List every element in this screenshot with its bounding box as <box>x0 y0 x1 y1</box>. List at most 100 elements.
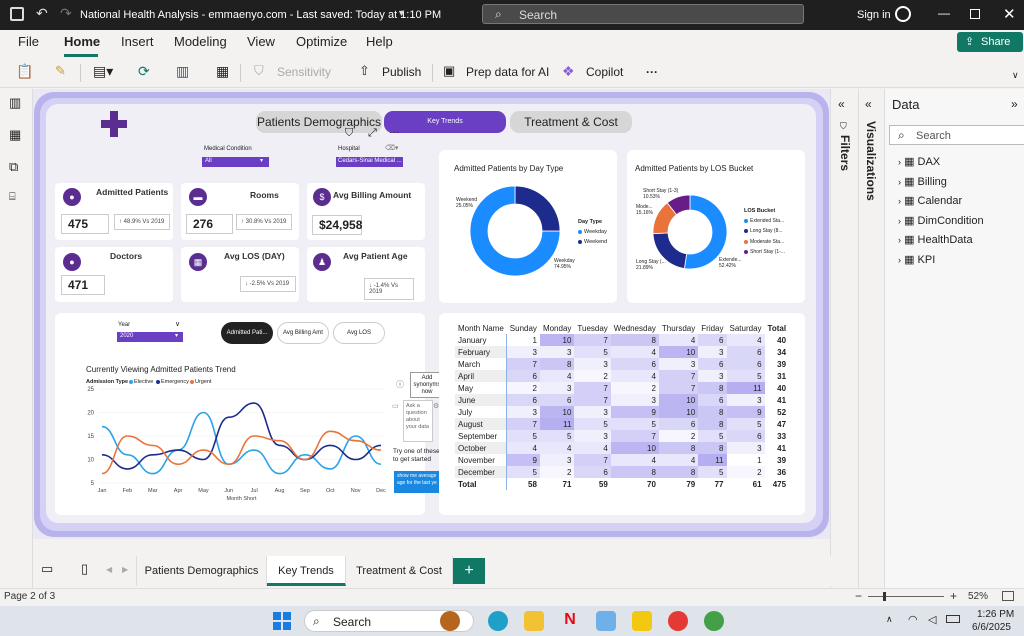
menu-help[interactable]: Help <box>366 34 393 49</box>
page-tab-treatment-cost[interactable]: Treatment & Cost <box>346 556 453 586</box>
publish-button[interactable]: Publish <box>382 65 422 79</box>
report-view-icon[interactable]: ▥ <box>9 95 22 110</box>
admitted-patients-button[interactable]: Admitted Pati... <box>221 322 273 344</box>
chrome-profile-icon[interactable] <box>704 611 724 631</box>
collapse-ribbon-icon[interactable]: ∨ <box>1012 70 1019 80</box>
data-table-item[interactable]: › ▦ DAX <box>898 155 940 168</box>
menu-view[interactable]: View <box>247 34 275 49</box>
prev-page-icon[interactable]: ◀ <box>106 565 113 574</box>
qa-question-input[interactable]: Ask a question about your data <box>403 400 433 442</box>
sensitivity-button[interactable]: Sensitivity <box>277 65 332 79</box>
avg-billing-button[interactable]: Avg Billing Amt <box>277 322 329 344</box>
file-explorer-icon[interactable] <box>524 611 544 631</box>
edge-icon[interactable] <box>488 611 508 631</box>
chevron-down-icon[interactable]: ∨ <box>175 321 181 328</box>
tab-patients-demographics[interactable]: Patients Demographics <box>256 111 382 133</box>
minimize-icon[interactable]: — <box>938 6 950 20</box>
netflix-icon[interactable]: N <box>564 611 576 628</box>
collapse-left-icon[interactable]: « <box>838 97 845 111</box>
taskbar-search[interactable]: ⌕ Search <box>304 610 474 632</box>
menu-file[interactable]: File <box>18 34 39 49</box>
zoom-level[interactable]: 52% <box>968 591 989 602</box>
zoom-slider-track[interactable] <box>868 596 944 597</box>
avatar-icon[interactable] <box>895 6 911 22</box>
data-table-item[interactable]: › ▦ HealthData <box>898 233 973 246</box>
data-table-item[interactable]: › ▦ DimCondition <box>898 214 984 227</box>
data-table-item[interactable]: › ▦ Calendar <box>898 194 962 207</box>
chrome-icon[interactable] <box>668 611 688 631</box>
paste-icon[interactable]: 📋 <box>16 63 34 79</box>
matrix-header[interactable]: Friday <box>701 323 724 333</box>
more-options-icon[interactable]: ··· <box>389 127 399 138</box>
menu-insert[interactable]: Insert <box>121 34 154 49</box>
menu-optimize[interactable]: Optimize <box>296 34 348 49</box>
mobile-layout-icon[interactable]: ▯ <box>81 561 89 576</box>
zoom-out-button[interactable]: − <box>855 589 863 603</box>
data-table-item[interactable]: › ▦ KPI <box>898 253 935 266</box>
maximize-icon[interactable] <box>970 9 980 19</box>
battery-icon[interactable] <box>946 615 960 623</box>
sausage-widget-icon[interactable] <box>440 611 460 631</box>
title-search-box[interactable]: ⌕ Search <box>482 4 804 24</box>
matrix-header[interactable]: Total <box>767 323 787 333</box>
save-icon[interactable] <box>10 7 24 21</box>
filter-icon[interactable]: ⛉ <box>345 127 354 139</box>
collapse-left-icon[interactable]: « <box>865 97 872 111</box>
calculator-icon[interactable]: ▦ <box>216 63 230 79</box>
collapse-right-icon[interactable]: » <box>1011 97 1018 111</box>
page-tab-demographics[interactable]: Patients Demographics <box>136 556 267 586</box>
chevron-down-icon[interactable]: ▼ <box>397 8 406 18</box>
speaker-icon[interactable]: ◁ <box>928 614 937 626</box>
chevron-up-icon[interactable]: ∧ <box>886 614 893 624</box>
avg-los-button[interactable]: Avg LOS <box>333 322 385 344</box>
year-dropdown[interactable]: 2020 ▾ <box>117 332 183 342</box>
matrix-header[interactable]: Month Name <box>458 323 504 333</box>
menu-modeling[interactable]: Modeling <box>174 34 227 49</box>
wifi-icon[interactable]: ◠ <box>908 614 918 626</box>
data-search-input[interactable]: ⌕ Search <box>889 125 1024 145</box>
add-page-button[interactable]: + <box>453 558 485 584</box>
matrix-header[interactable]: Saturday <box>729 323 762 333</box>
hospital-dropdown[interactable]: Cedars-Sinai Medical ... <box>336 157 403 167</box>
powerbi-icon[interactable] <box>632 611 652 631</box>
visualizations-label[interactable]: Visualizations <box>864 121 878 201</box>
focus-mode-icon[interactable]: ⤢ <box>368 127 377 139</box>
snipping-tool-icon[interactable] <box>596 611 616 631</box>
windows-start-icon[interactable] <box>273 612 291 630</box>
get-data-icon[interactable]: ▤▾ <box>93 63 114 79</box>
matrix-header[interactable]: Tuesday <box>577 323 608 333</box>
page-tab-key-trends[interactable]: Key Trends <box>267 556 346 586</box>
tab-treatment-cost[interactable]: Treatment & Cost <box>510 111 632 133</box>
new-visual-icon[interactable]: ▥ <box>176 63 190 79</box>
undo-icon[interactable]: ↶ <box>36 5 48 21</box>
more-options-button[interactable]: ··· <box>646 65 658 79</box>
matrix-header[interactable]: Thursday <box>661 323 696 333</box>
filters-label[interactable]: Filters <box>838 135 852 172</box>
redo-icon[interactable]: ↷ <box>60 5 72 21</box>
menu-home[interactable]: Home <box>64 34 101 49</box>
tab-key-trends[interactable]: Key Trends <box>384 111 506 133</box>
sign-in-link[interactable]: Sign in <box>857 9 891 21</box>
format-painter-icon[interactable]: ✎ <box>55 63 66 78</box>
model-view-icon[interactable]: ⧉ <box>9 159 19 174</box>
clock-time[interactable]: 1:26 PM <box>977 609 1015 620</box>
zoom-slider-thumb[interactable] <box>883 592 886 601</box>
desktop-layout-icon[interactable]: ▭ <box>41 561 54 576</box>
zoom-in-button[interactable]: + <box>950 589 958 603</box>
clock-date[interactable]: 6/6/2025 <box>972 622 1011 633</box>
copilot-button[interactable]: Copilot <box>586 65 624 79</box>
eraser-icon[interactable]: ⌫▾ <box>385 145 399 152</box>
table-view-icon[interactable]: ▦ <box>9 127 22 142</box>
matrix-header[interactable]: Sunday <box>509 323 537 333</box>
share-button[interactable]: ⇪ Share <box>957 32 1023 52</box>
qa-suggestion-button[interactable]: show me average age for the last ye <box>394 471 446 493</box>
dax-view-icon[interactable]: ⌸ <box>9 191 16 203</box>
matrix-header[interactable]: Wednesday <box>613 323 656 333</box>
matrix-header[interactable]: Monday <box>542 323 572 333</box>
next-page-icon[interactable]: ▶ <box>122 565 129 574</box>
medical-condition-dropdown[interactable]: All ▾ <box>202 157 269 167</box>
fit-page-icon[interactable] <box>1002 591 1014 601</box>
refresh-icon[interactable]: ⟳ <box>138 63 150 79</box>
prep-data-button[interactable]: Prep data for AI <box>466 65 550 79</box>
close-icon[interactable]: ✕ <box>1003 6 1016 23</box>
